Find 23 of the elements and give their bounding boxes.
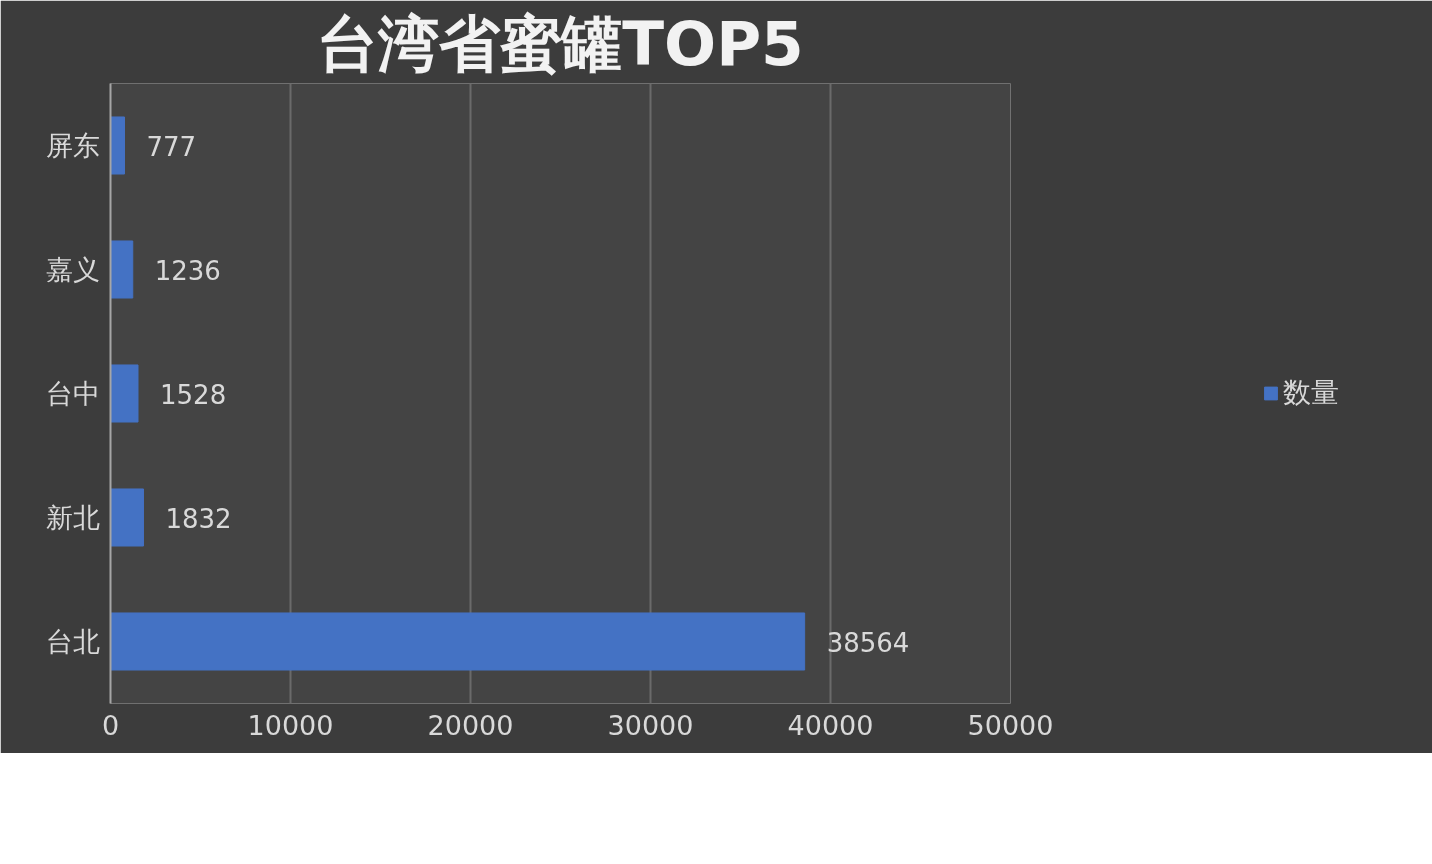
bar xyxy=(110,488,144,547)
legend-label: 数量 xyxy=(1283,375,1339,411)
y-tick-label: 台中 xyxy=(45,378,100,409)
y-tick-label: 台北 xyxy=(45,626,100,657)
x-tick-label: 0 xyxy=(101,709,120,741)
bar xyxy=(110,612,806,671)
bar xyxy=(110,240,134,299)
bar xyxy=(110,364,139,423)
x-tick-label: 40000 xyxy=(787,709,874,741)
data-label: 1528 xyxy=(160,379,227,410)
data-label: 1236 xyxy=(154,255,221,286)
bar xyxy=(110,116,125,175)
data-label: 1832 xyxy=(165,503,232,534)
data-label: 777 xyxy=(146,131,197,162)
y-tick-label: 屏东 xyxy=(45,130,100,161)
x-tick-label: 10000 xyxy=(247,709,334,741)
chart-title: 台湾省蜜罐TOP5 xyxy=(317,7,804,79)
y-tick-label: 新北 xyxy=(45,502,100,533)
y-tick-label: 嘉义 xyxy=(45,254,100,285)
x-tick-label: 30000 xyxy=(607,709,694,741)
x-tick-label: 50000 xyxy=(967,709,1054,741)
x-tick-label: 20000 xyxy=(427,709,514,741)
data-label: 38564 xyxy=(826,627,910,658)
